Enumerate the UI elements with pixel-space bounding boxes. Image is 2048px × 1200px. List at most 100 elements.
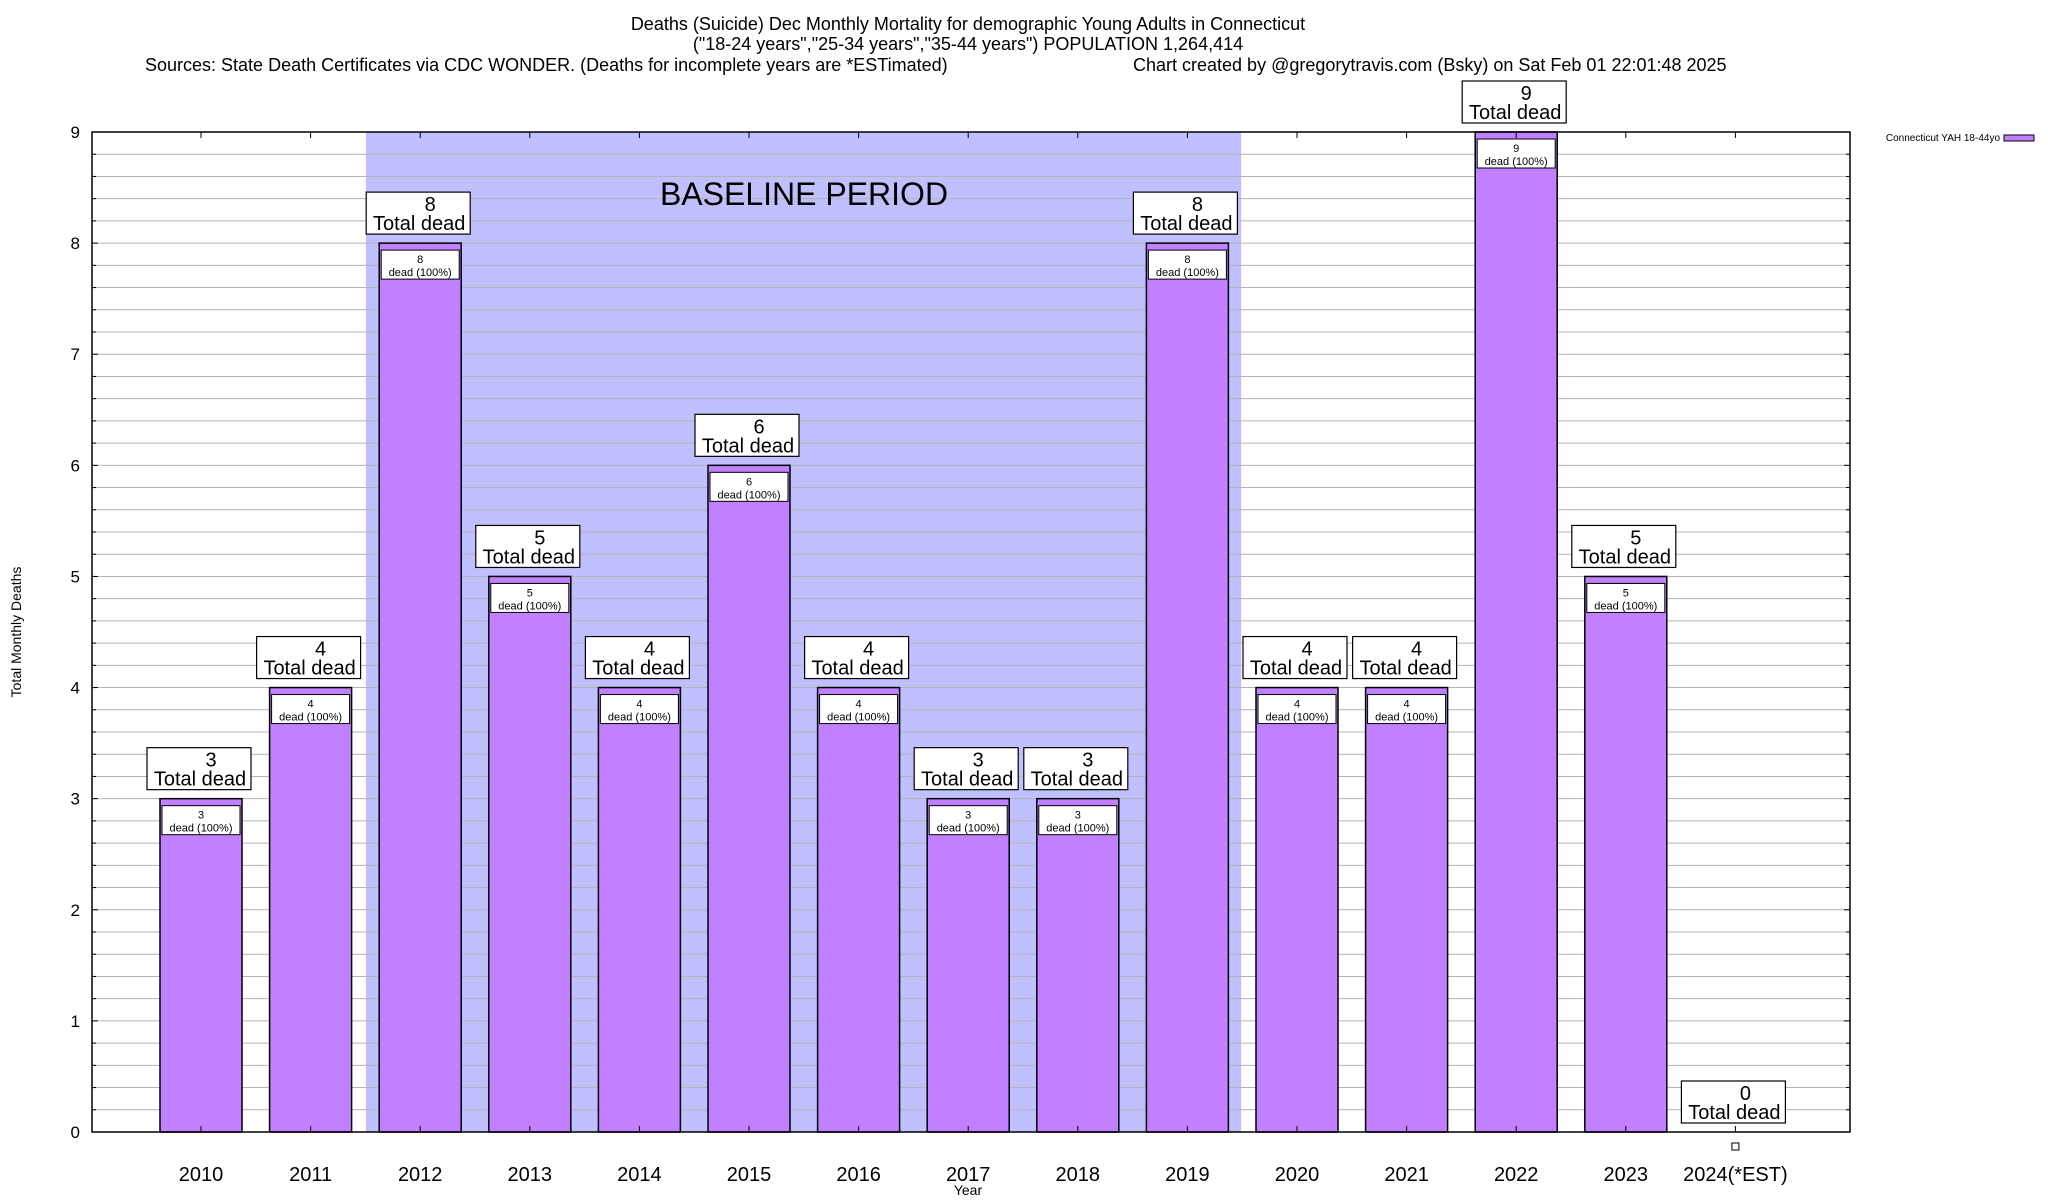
total-label-box [365, 191, 471, 235]
total-label-box [1132, 191, 1239, 235]
bar [1584, 575, 1668, 1133]
bar-inner-label: dead (100%) [937, 823, 1000, 835]
bar-inner-label-box [819, 694, 899, 725]
bar [159, 797, 243, 1133]
y-tick-label: 8 [71, 234, 80, 253]
total-label-value: 8 [1192, 194, 1203, 216]
x-tick-label: 2012 [398, 1164, 443, 1186]
bar-inner-label: dead (100%) [608, 712, 671, 724]
total-label-text: Total dead [154, 769, 246, 791]
x-tick-label: 2019 [1165, 1164, 1210, 1186]
bar-inner-value: 4 [856, 699, 862, 711]
total-label-text: Total dead [1688, 1102, 1780, 1124]
total-label-text: Total dead [1140, 213, 1232, 235]
total-label-box [1351, 635, 1458, 680]
bar-inner-label-box [1367, 694, 1447, 725]
bar-inner-label-box [928, 805, 1008, 836]
bar-inner-label-box [1586, 582, 1666, 613]
bar-inner-value: 3 [1075, 810, 1081, 822]
bar-inner-value: 8 [1184, 254, 1190, 266]
total-label-value: 8 [425, 194, 436, 216]
total-label-box [694, 413, 800, 457]
total-label-box [1461, 80, 1567, 124]
bar-inner-value: 3 [965, 810, 971, 822]
legend-label: Connecticut YAH 18-44yo [1886, 133, 2001, 144]
total-label-value: 4 [644, 639, 655, 661]
baseline-label: BASELINE PERIOD [660, 176, 948, 212]
bar-inner-value: 6 [746, 476, 752, 488]
x-tick-label: 2013 [508, 1164, 553, 1186]
bar-inner-value: 8 [417, 254, 423, 266]
x-tick-label: 2015 [727, 1164, 772, 1186]
y-tick-label: 3 [71, 790, 80, 809]
bar-inner-label-box [161, 805, 241, 836]
bar [268, 686, 353, 1133]
total-label-value: 6 [753, 416, 764, 438]
x-tick-label: 2021 [1384, 1164, 1429, 1186]
legend-swatch [2003, 134, 2035, 142]
total-label-text: Total dead [1250, 658, 1342, 680]
x-tick-label: 2011 [289, 1164, 332, 1186]
y-tick-label: 9 [71, 123, 80, 142]
bar [378, 242, 462, 1133]
bar [816, 686, 901, 1133]
bar-inner-label: dead (100%) [1485, 156, 1548, 168]
x-tick-label: 2016 [836, 1164, 881, 1186]
y-tick-label: 1 [71, 1012, 80, 1031]
y-tick-label: 5 [71, 567, 80, 586]
plot-frame [91, 131, 1851, 1133]
bar-inner-label: dead (100%) [1046, 823, 1109, 835]
total-label-value: 9 [1521, 83, 1532, 105]
y-axis-label: Total Monthly Deaths [8, 567, 24, 698]
total-label-box [146, 747, 252, 791]
total-label-text: Total dead [921, 769, 1013, 791]
x-tick-label: 2014 [617, 1164, 662, 1186]
chart-sources: Sources: State Death Certificates via CD… [145, 55, 948, 75]
bar-inner-label: dead (100%) [1594, 600, 1657, 612]
total-label-text: Total dead [373, 213, 465, 235]
bar-inner-label: dead (100%) [1266, 712, 1329, 724]
total-label-text: Total dead [483, 546, 575, 568]
total-label-text: Total dead [811, 658, 903, 680]
bar-inner-value: 3 [198, 810, 204, 822]
total-label-box [1242, 635, 1348, 680]
total-label-box [256, 635, 362, 680]
total-label-text: Total dead [592, 658, 684, 680]
bar-inner-value: 9 [1513, 143, 1519, 155]
chart-title-line-2: ("18-24 years","25-34 years","35-44 year… [693, 34, 1243, 54]
bar-inner-label: dead (100%) [1375, 712, 1438, 724]
total-label-value: 4 [1301, 639, 1312, 661]
x-tick-label: 2022 [1494, 1164, 1539, 1186]
total-label-box [475, 524, 581, 569]
bar-inner-label-box [1038, 805, 1118, 836]
bar-inner-value: 4 [1294, 699, 1300, 711]
bar-inner-label-box [1147, 249, 1227, 280]
x-tick-label: 2024(*EST) [1683, 1164, 1788, 1186]
total-label-box [1023, 747, 1129, 791]
bar-inner-label: dead (100%) [170, 823, 233, 835]
bar-inner-label: dead (100%) [718, 489, 781, 501]
x-axis-label: Year [954, 1182, 983, 1198]
bar-inner-label: dead (100%) [827, 712, 890, 724]
bar-inner-label-box [1476, 138, 1556, 169]
bar [1364, 686, 1449, 1133]
bar-inner-label-box [599, 694, 679, 725]
total-label-text: Total dead [263, 658, 355, 680]
bar [1145, 242, 1230, 1133]
total-label-box [1571, 524, 1677, 569]
total-label-box [584, 635, 691, 680]
x-tick-label: 2020 [1275, 1164, 1320, 1186]
total-label-text: Total dead [1469, 102, 1561, 124]
bar-inner-value: 4 [308, 699, 314, 711]
total-label-box [803, 635, 910, 680]
bar-inner-value: 5 [1623, 587, 1629, 599]
x-tick-label: 2023 [1604, 1164, 1649, 1186]
legend: Connecticut YAH 18-44yo [1886, 133, 2035, 144]
bar-inner-value: 4 [1404, 699, 1410, 711]
bar [1036, 797, 1120, 1133]
bar [926, 797, 1010, 1133]
bar-inner-label: dead (100%) [389, 267, 452, 279]
total-label-text: Total dead [1359, 658, 1451, 680]
total-label-value: 5 [1630, 527, 1641, 549]
